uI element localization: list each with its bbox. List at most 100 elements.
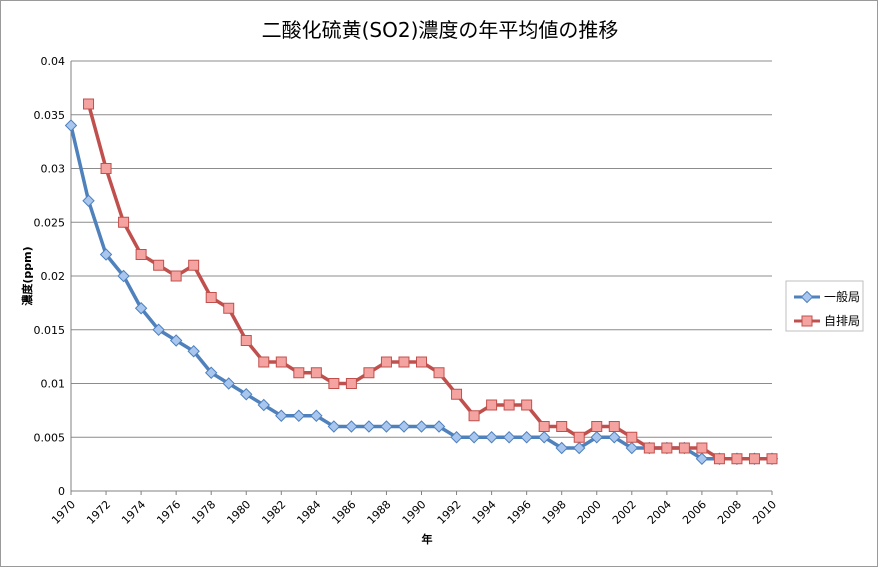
x-tick-label: 1998	[540, 498, 569, 527]
data-point-0	[310, 409, 323, 422]
x-tick-label: 1982	[259, 498, 288, 527]
data-point-0	[257, 398, 270, 412]
data-point-1	[118, 216, 130, 228]
x-tick-label: 1976	[154, 498, 183, 527]
series-line-0	[69, 125, 772, 461]
data-point-1	[678, 442, 690, 454]
data-point-0	[82, 194, 95, 207]
data-point-1	[240, 335, 252, 346]
data-point-1	[591, 421, 603, 432]
data-point-1	[153, 259, 165, 271]
x-tick-label: 1994	[470, 498, 499, 527]
data-point-1	[731, 453, 743, 465]
data-point-1	[433, 367, 445, 379]
data-point-0	[134, 302, 148, 315]
data-point-1	[748, 453, 760, 465]
data-point-0	[397, 420, 411, 433]
data-point-0	[292, 409, 306, 422]
data-point-0	[625, 441, 639, 455]
data-point-1	[363, 367, 375, 379]
y-tick-label: 0.005	[34, 431, 66, 444]
data-point-1	[643, 442, 655, 454]
x-tick-label: 2002	[610, 498, 639, 527]
data-point-0	[432, 420, 446, 433]
data-point-0	[345, 420, 358, 433]
data-point-0	[415, 420, 428, 433]
data-point-0	[695, 452, 709, 465]
data-point-0	[99, 248, 113, 261]
data-point-1	[205, 292, 217, 303]
data-point-0	[327, 420, 341, 433]
data-point-1	[345, 378, 357, 389]
data-point-1	[503, 399, 515, 411]
series-line-1	[86, 103, 772, 461]
data-point-0	[64, 119, 78, 132]
data-point-1	[170, 270, 182, 282]
data-point-0	[537, 431, 551, 444]
data-point-0	[152, 323, 165, 336]
data-point-1	[100, 163, 112, 174]
data-point-1	[661, 442, 673, 454]
data-point-1	[310, 367, 322, 379]
legend-marker-0	[800, 290, 814, 304]
x-tick-label: 1996	[505, 498, 534, 527]
x-tick-label: 1986	[330, 498, 359, 527]
y-tick-label: 0.01	[41, 378, 66, 391]
data-point-1	[380, 356, 392, 368]
y-tick-label: 0	[58, 485, 65, 498]
data-point-1	[451, 388, 463, 400]
y-axis-label: 濃度(ppm)	[20, 246, 34, 305]
data-point-1	[83, 98, 95, 110]
data-point-0	[204, 366, 218, 379]
data-point-0	[380, 420, 393, 433]
data-point-1	[766, 453, 778, 465]
x-tick-label: 2000	[575, 498, 604, 527]
grid-layer	[71, 60, 772, 492]
data-point-1	[328, 378, 340, 389]
y-tick-label: 0.035	[34, 109, 66, 122]
x-tick-label: 2004	[645, 498, 674, 527]
data-point-1	[223, 302, 235, 314]
data-point-0	[573, 441, 586, 455]
x-tick-label: 2010	[750, 498, 779, 527]
data-point-0	[485, 431, 498, 444]
legend-box	[785, 280, 864, 332]
data-point-1	[486, 399, 498, 411]
y-tick-label: 0.015	[34, 324, 66, 337]
data-point-0	[169, 334, 183, 347]
data-point-0	[502, 431, 516, 444]
data-point-1	[608, 421, 620, 432]
data-point-0	[117, 269, 130, 283]
y-tick-label: 0.04	[41, 55, 66, 68]
data-point-1	[713, 453, 725, 465]
x-tick-label: 1984	[294, 498, 323, 527]
data-point-1	[573, 431, 585, 443]
chart-title: 二酸化硫黄(SO2)濃度の年平均値の推移	[262, 18, 619, 42]
data-point-1	[416, 356, 427, 368]
x-tick-label: 2008	[715, 498, 744, 527]
data-point-0	[362, 420, 376, 433]
data-point-0	[590, 431, 603, 444]
x-tick-label: 1972	[84, 498, 113, 527]
data-point-1	[135, 249, 147, 260]
axis-layer: 0 0.005 0.01 0.015 0.02 0.025 0.03 0.035 0.04 197…	[34, 55, 780, 527]
data-point-1	[258, 356, 270, 368]
x-tick-label: 1990	[400, 498, 429, 527]
y-tick-label: 0.02	[41, 270, 66, 283]
x-tick-label: 1970	[49, 498, 78, 527]
data-point-1	[188, 259, 200, 271]
data-point-1	[556, 421, 568, 432]
data-point-1	[626, 431, 638, 443]
x-tick-label: 1974	[119, 498, 148, 527]
data-point-0	[608, 431, 621, 444]
data-point-0	[520, 431, 533, 444]
y-tick-label: 0.025	[34, 216, 66, 229]
data-point-0	[555, 441, 568, 455]
data-point-0	[467, 431, 481, 444]
data-point-1	[521, 399, 533, 411]
data-point-1	[398, 356, 410, 368]
data-point-0	[222, 377, 235, 390]
series-layer	[64, 98, 779, 465]
